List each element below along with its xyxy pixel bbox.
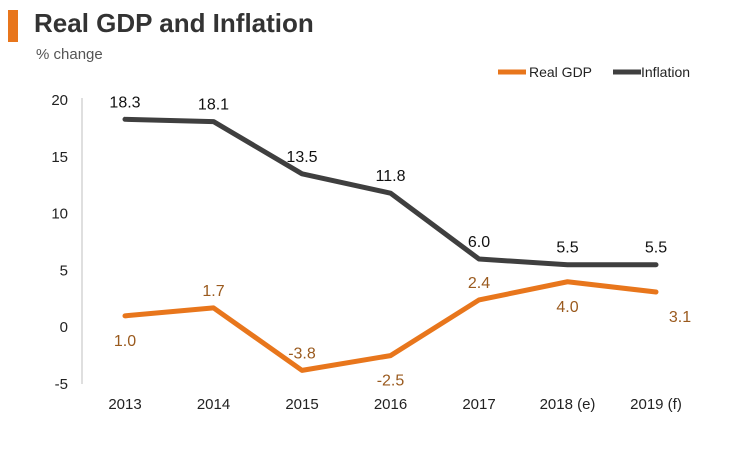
data-point	[123, 117, 127, 121]
x-tick-label: 2017	[462, 396, 495, 413]
data-point	[566, 280, 569, 284]
data-label-inflation: 5.5	[556, 240, 578, 257]
legend-label-inflation: Inflation	[641, 64, 690, 80]
x-tick-label: 2013	[108, 396, 141, 413]
y-tick-label: 0	[60, 319, 68, 336]
legend-label-real-gdp: Real GDP	[529, 64, 592, 80]
x-tick-label: 2018 (e)	[540, 396, 596, 413]
data-label-real-gdp: 3.1	[669, 309, 691, 326]
data-label-inflation: 18.1	[198, 97, 229, 114]
data-point	[389, 191, 392, 195]
data-point	[566, 263, 569, 267]
data-point	[212, 306, 215, 310]
data-label-inflation: 18.3	[109, 94, 140, 111]
x-axis-ticks: 2013 2014 2015 2016 2017 2018 (e) 2019 (f)	[108, 396, 682, 413]
data-label-real-gdp: -3.8	[288, 345, 316, 362]
chart-title: Real GDP and Inflation	[34, 8, 314, 38]
data-point	[300, 368, 304, 372]
data-label-real-gdp: 4.0	[556, 299, 578, 316]
data-point	[477, 298, 481, 302]
data-label-real-gdp: -2.5	[377, 373, 405, 390]
chart-subtitle: % change	[36, 46, 103, 63]
data-label-inflation: 11.8	[376, 168, 406, 185]
data-label-inflation: 13.5	[286, 149, 317, 166]
data-label-inflation: 5.5	[645, 240, 667, 257]
data-label-real-gdp: 2.4	[468, 275, 490, 292]
y-tick-label: 5	[60, 262, 68, 279]
data-label-inflation: 6.0	[468, 234, 490, 251]
data-label-real-gdp: 1.0	[114, 333, 136, 350]
y-tick-label: 20	[51, 92, 68, 109]
data-label-real-gdp: 1.7	[202, 283, 224, 300]
x-tick-label: 2019 (f)	[630, 396, 682, 413]
data-point	[389, 354, 392, 358]
data-point	[654, 290, 658, 294]
y-axis-ticks: -5 0 5 10 15 20	[51, 92, 68, 393]
data-point	[212, 120, 215, 124]
x-tick-label: 2014	[197, 396, 230, 413]
data-point	[477, 257, 481, 261]
y-tick-label: 10	[51, 206, 68, 223]
data-point	[123, 314, 127, 318]
y-tick-label: -5	[55, 376, 68, 393]
x-tick-label: 2016	[374, 396, 407, 413]
series-lines	[122, 116, 659, 373]
data-point	[654, 263, 658, 267]
legend: Real GDP Inflation	[498, 64, 690, 80]
y-tick-label: 15	[51, 149, 68, 166]
data-point	[300, 172, 304, 176]
data-labels: 1.0 1.7 -3.8 -2.5 2.4 4.0 3.1 18.3 18.1 13.5 11.8 6…	[109, 94, 691, 389]
x-tick-label: 2015	[285, 396, 318, 413]
title-accent-bar	[8, 10, 18, 42]
